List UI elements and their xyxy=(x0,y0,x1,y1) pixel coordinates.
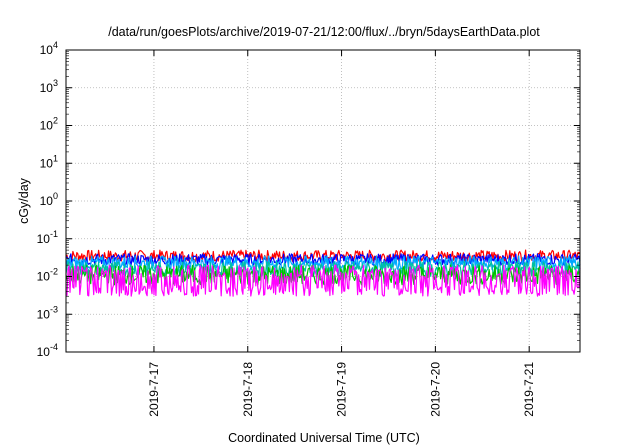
y-tick-label: 10-4 xyxy=(37,342,58,359)
y-tick-label: 102 xyxy=(40,116,58,133)
grid-lines xyxy=(66,50,580,352)
x-axis-label: Coordinated Universal Time (UTC) xyxy=(228,431,420,445)
y-tick-label: 104 xyxy=(40,40,58,57)
y-tick-label: 101 xyxy=(40,153,58,170)
chart-title: /data/run/goesPlots/archive/2019-07-21/1… xyxy=(108,25,540,39)
y-tick-label: 100 xyxy=(40,191,58,208)
series-line xyxy=(65,264,581,297)
x-tick-label: 2019-7-18 xyxy=(241,362,255,417)
x-tick-label: 2019-7-19 xyxy=(335,362,349,417)
x-tick-label: 2019-7-21 xyxy=(522,362,536,417)
plot-frame xyxy=(65,49,581,353)
data-series xyxy=(65,249,581,297)
y-tick-label: 103 xyxy=(40,78,58,95)
y-tick-label: 10-3 xyxy=(37,304,58,321)
x-axis-ticks: 2019-7-17 2019-7-18 2019-7-19 2019-7-20 2019… xyxy=(147,50,536,417)
series-line xyxy=(65,253,581,266)
x-tick-label: 2019-7-20 xyxy=(428,362,442,417)
y-tick-label: 10-2 xyxy=(37,267,58,284)
x-tick-label: 2019-7-17 xyxy=(147,362,161,417)
y-axis-ticks: 104 103 102 101 100 10-1 10-2 10-3 10-4 xyxy=(37,40,580,359)
y-tick-label: 10-1 xyxy=(37,229,58,246)
y-axis-label: cGy/day xyxy=(17,177,31,224)
